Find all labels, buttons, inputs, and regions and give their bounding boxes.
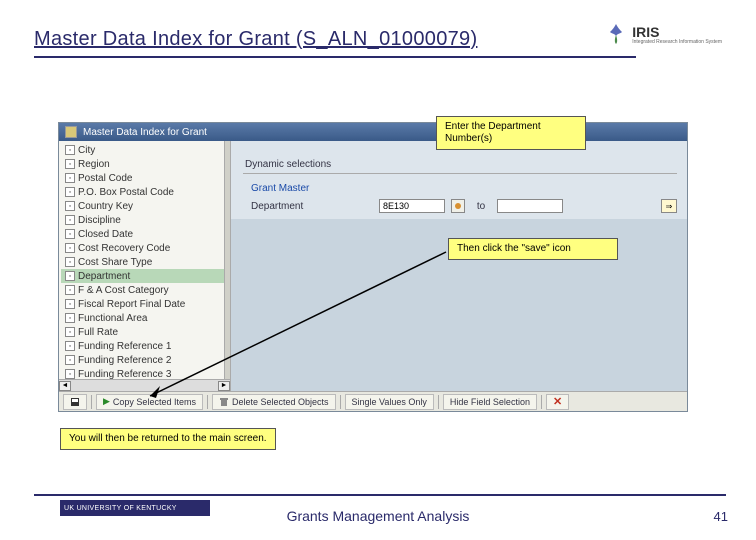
to-label: to: [471, 201, 491, 212]
tree-item[interactable]: ▫Functional Area: [61, 311, 228, 325]
tree-item-label: Closed Date: [78, 229, 133, 240]
field-icon: ▫: [65, 201, 75, 211]
field-icon: ▫: [65, 355, 75, 365]
title-underline: [34, 56, 636, 58]
field-icon: ▫: [65, 341, 75, 351]
callout-click-save: Then click the "save" icon: [448, 238, 618, 260]
close-icon: ✕: [553, 395, 562, 408]
tree-item-label: Funding Reference 3: [78, 369, 171, 380]
footer-divider: [34, 494, 726, 496]
trash-icon: [219, 397, 229, 407]
field-icon: ▫: [65, 313, 75, 323]
field-icon: ▫: [65, 369, 75, 379]
field-icon: ▫: [65, 173, 75, 183]
iris-flower-icon: [604, 22, 628, 46]
play-icon: ▶: [103, 396, 110, 407]
field-icon: ▫: [65, 145, 75, 155]
tree-item[interactable]: ▫Country Key: [61, 199, 228, 213]
tree-item[interactable]: ▫Cost Recovery Code: [61, 241, 228, 255]
dropdown-icon: [454, 202, 462, 210]
tree-item-label: Region: [78, 159, 110, 170]
tree-item[interactable]: ▫Fiscal Report Final Date: [61, 297, 228, 311]
copy-selected-button[interactable]: ▶ Copy Selected Items: [96, 394, 203, 410]
field-icon: ▫: [65, 229, 75, 239]
sap-titlebar: Master Data Index for Grant: [59, 123, 687, 141]
field-icon: ▫: [65, 327, 75, 337]
iris-name: IRIS: [632, 24, 722, 40]
window-title: Master Data Index for Grant: [83, 127, 207, 138]
multiple-selection-button[interactable]: ⇒: [661, 199, 677, 213]
field-icon: ▫: [65, 285, 75, 295]
department-input-to[interactable]: [497, 199, 563, 213]
tree-item-label: City: [78, 145, 95, 156]
tree-item-label: Funding Reference 2: [78, 355, 171, 366]
selection-panel: Dynamic selections Grant Master Departme…: [231, 141, 687, 391]
tree-item-label: Department: [78, 271, 130, 282]
tree-item-label: Funding Reference 1: [78, 341, 171, 352]
tree-item-label: F & A Cost Category: [78, 285, 169, 296]
iris-logo: IRIS Integrated Research Information Sys…: [604, 22, 722, 46]
single-values-button[interactable]: Single Values Only: [345, 394, 434, 410]
tree-item[interactable]: ▫Postal Code: [61, 171, 228, 185]
field-icon: ▫: [65, 257, 75, 267]
tree-item[interactable]: ▫Region: [61, 157, 228, 171]
tree-item[interactable]: ▫Closed Date: [61, 227, 228, 241]
footer-title: Grants Management Analysis: [0, 508, 756, 524]
tree-splitter[interactable]: [224, 141, 230, 379]
tree-item[interactable]: ▫Full Rate: [61, 325, 228, 339]
save-button[interactable]: [63, 394, 87, 410]
tree-item[interactable]: ▫F & A Cost Category: [61, 283, 228, 297]
tree-item-label: Discipline: [78, 215, 121, 226]
department-label: Department: [251, 201, 373, 212]
tree-item[interactable]: ▫Cost Share Type: [61, 255, 228, 269]
callout-enter-dept: Enter the Department Number(s): [436, 116, 586, 150]
copy-label: Copy Selected Items: [113, 397, 196, 407]
callout-return: You will then be returned to the main sc…: [60, 428, 276, 450]
sap-toolbar: ▶ Copy Selected Items Delete Selected Ob…: [59, 391, 687, 411]
delete-label: Delete Selected Objects: [232, 397, 329, 407]
field-icon: ▫: [65, 243, 75, 253]
field-icon: ▫: [65, 215, 75, 225]
tree-item-label: Full Rate: [78, 327, 118, 338]
dynamic-selections-label: Dynamic selections: [245, 159, 331, 170]
tree-item-label: Functional Area: [78, 313, 148, 324]
grant-master-label: Grant Master: [251, 183, 309, 194]
value-help-button[interactable]: [451, 199, 465, 213]
tree-item-label: Cost Recovery Code: [78, 243, 170, 254]
divider: [243, 173, 677, 174]
tree-item[interactable]: ▫Discipline: [61, 213, 228, 227]
hide-label: Hide Field Selection: [450, 397, 530, 407]
tree-item-label: Postal Code: [78, 173, 132, 184]
tree-item-label: Fiscal Report Final Date: [78, 299, 185, 310]
delete-selected-button[interactable]: Delete Selected Objects: [212, 394, 336, 410]
page-number: 41: [714, 509, 728, 524]
tree-item[interactable]: ▫Department: [61, 269, 228, 283]
sap-window: Master Data Index for Grant ▫City▫Region…: [58, 122, 688, 412]
save-icon: [70, 397, 80, 407]
tree-item[interactable]: ▫Funding Reference 1: [61, 339, 228, 353]
single-label: Single Values Only: [352, 397, 427, 407]
tree-item[interactable]: ▫Funding Reference 2: [61, 353, 228, 367]
department-input-from[interactable]: 8E130: [379, 199, 445, 213]
page-title: Master Data Index for Grant (S_ALN_01000…: [34, 28, 477, 51]
field-icon: ▫: [65, 271, 75, 281]
tree-item-label: Cost Share Type: [78, 257, 152, 268]
tree-item-label: P.O. Box Postal Code: [78, 187, 174, 198]
hide-field-button[interactable]: Hide Field Selection: [443, 394, 537, 410]
field-tree[interactable]: ▫City▫Region▫Postal Code▫P.O. Box Postal…: [59, 141, 231, 391]
tree-scrollbar[interactable]: ◄ ►: [59, 379, 230, 391]
tree-item[interactable]: ▫P.O. Box Postal Code: [61, 185, 228, 199]
tree-item-label: Country Key: [78, 201, 133, 212]
field-icon: ▫: [65, 159, 75, 169]
iris-subtitle: Integrated Research Information System: [632, 40, 722, 45]
field-icon: ▫: [65, 187, 75, 197]
field-icon: ▫: [65, 299, 75, 309]
tree-item[interactable]: ▫City: [61, 143, 228, 157]
window-icon: [65, 126, 77, 138]
cancel-button[interactable]: ✕: [546, 394, 569, 410]
